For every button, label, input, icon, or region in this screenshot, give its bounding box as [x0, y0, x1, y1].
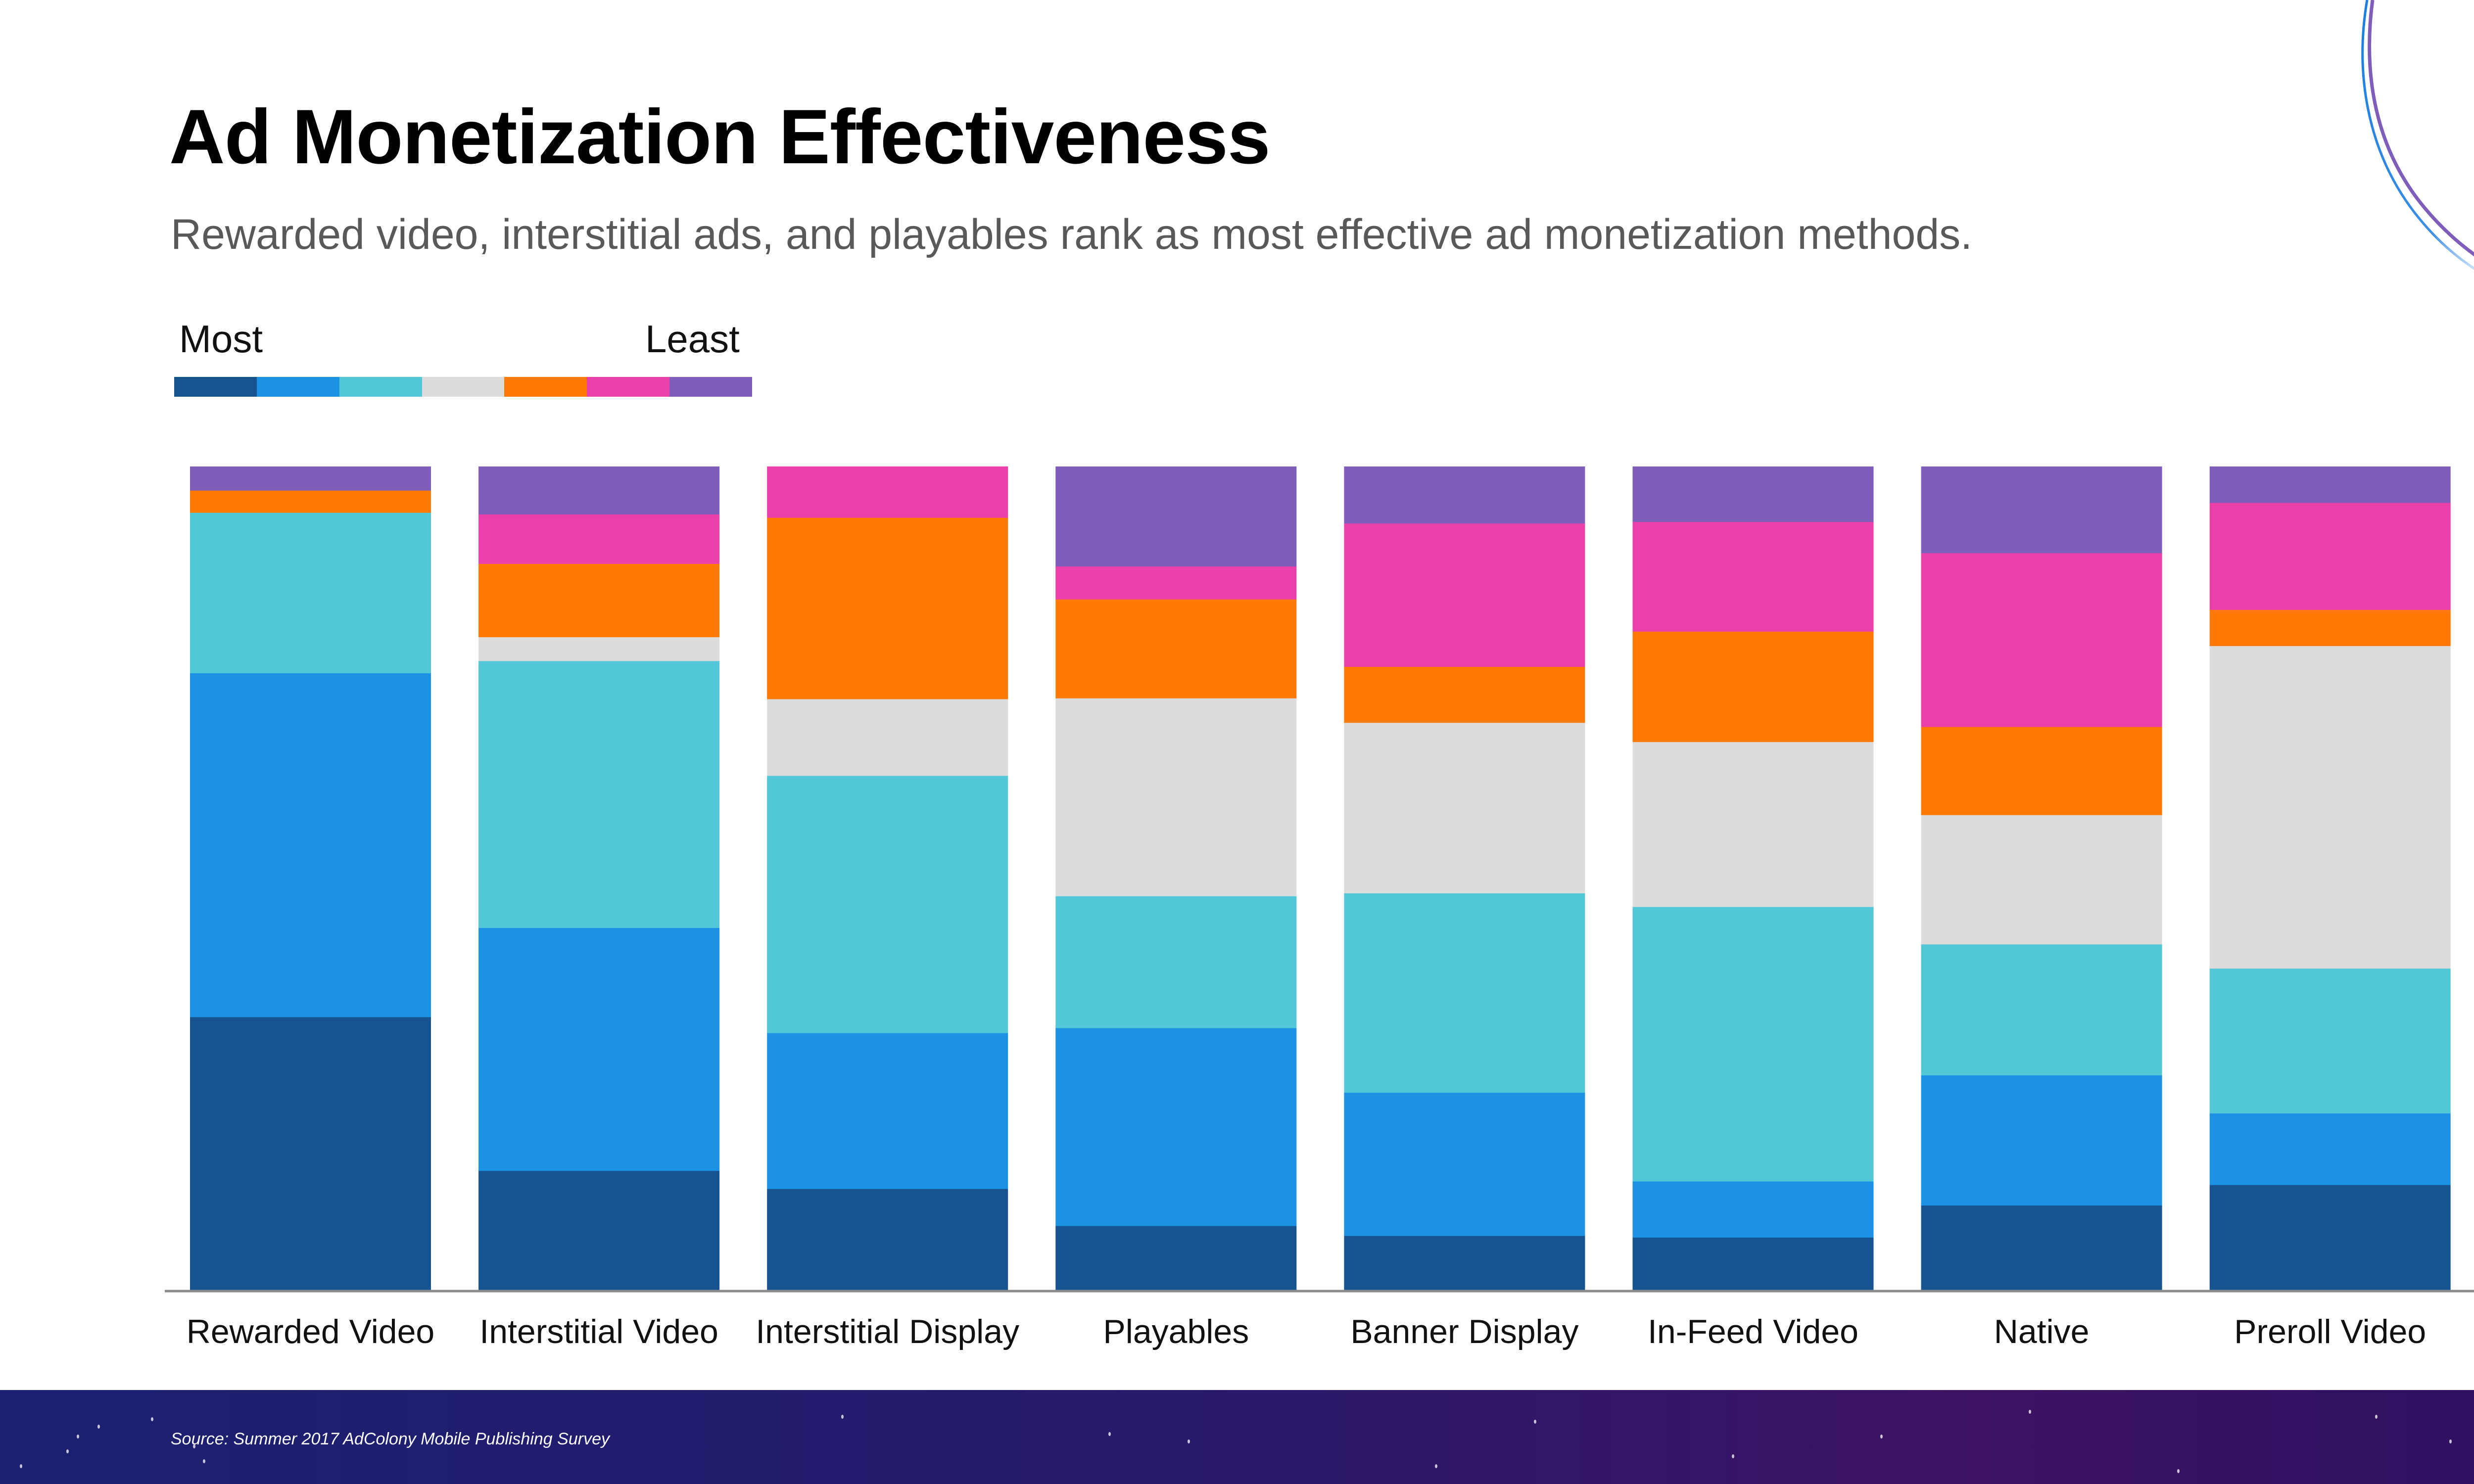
bar-segment-native-rank-1	[1921, 1205, 2162, 1291]
bar-segment-playables-rank-1	[1055, 1226, 1297, 1291]
bar-segment-playables-rank-2	[1055, 1028, 1297, 1226]
bar-segment-playables-rank-6	[1055, 566, 1297, 600]
bar-segment-preroll-video-rank-2	[2209, 1113, 2451, 1185]
bar-segment-preroll-video-rank-6	[2209, 503, 2451, 610]
bar-segment-banner-display-rank-2	[1344, 1092, 1585, 1236]
bar-segment-native-rank-4	[1921, 815, 2162, 945]
slide-title: Ad Monetization Effectiveness	[169, 94, 1271, 180]
star-dot	[2375, 1415, 2378, 1419]
x-tick-label: Interstitial Display	[756, 1313, 1019, 1350]
source-citation: Source: Summer 2017 AdColony Mobile Publ…	[171, 1430, 610, 1448]
bar-segment-interstitial-display-rank-2	[767, 1033, 1008, 1189]
legend-swatch-rank-2	[256, 377, 339, 397]
x-axis-labels: Rewarded Video Interstitial Video Intersti…	[187, 1313, 2426, 1350]
bar-segment-rewarded-video-rank-3	[190, 512, 431, 673]
bar-segment-preroll-video-rank-3	[2209, 968, 2451, 1113]
x-tick-label: Preroll Video	[2234, 1313, 2426, 1350]
star-dot	[151, 1417, 153, 1421]
legend-most-label: Most	[179, 317, 263, 361]
star-dot	[20, 1464, 22, 1468]
legend-least-label: Least	[645, 317, 740, 361]
bar-segment-rewarded-video-rank-5	[190, 490, 431, 513]
x-tick-label: Rewarded Video	[187, 1313, 435, 1350]
legend-color-scale	[174, 377, 753, 397]
star-dot	[2449, 1439, 2452, 1443]
bar-segment-rewarded-video-rank-2	[190, 673, 431, 1018]
x-tick-label: Interstitial Video	[479, 1313, 718, 1350]
legend-swatch-rank-7	[669, 377, 753, 397]
legend-swatch-rank-3	[339, 377, 422, 397]
bar-segment-preroll-video-rank-4	[2209, 646, 2451, 969]
legend-swatch-rank-6	[587, 377, 670, 397]
star-dot	[841, 1415, 844, 1419]
logo-badge	[2326, 0, 2474, 322]
ring-blue-arc	[2361, 0, 2474, 270]
star-dot	[1188, 1439, 1190, 1443]
bar-segment-preroll-video-rank-7	[2209, 466, 2451, 503]
x-tick-label: In-Feed Video	[1648, 1313, 1858, 1350]
bar-segment-banner-display-rank-7	[1344, 466, 1585, 524]
bar-segment-interstitial-video-rank-3	[478, 660, 720, 928]
slide-footer: Source: Summer 2017 AdColony Mobile Publ…	[0, 1390, 2474, 1484]
bar-segment-banner-display-rank-5	[1344, 666, 1585, 723]
bar-segment-playables-rank-5	[1055, 599, 1297, 698]
bar-group	[190, 466, 2451, 1291]
bar-segment-in-feed-video-rank-6	[1632, 521, 1874, 632]
bar-segment-preroll-video-rank-1	[2209, 1185, 2451, 1291]
bar-segment-banner-display-rank-3	[1344, 893, 1585, 1093]
bar-segment-playables-rank-7	[1055, 466, 1297, 567]
star-dot	[77, 1435, 79, 1438]
star-dot	[193, 1444, 195, 1448]
bar-segment-banner-display-rank-6	[1344, 523, 1585, 667]
bar-segment-interstitial-display-rank-1	[767, 1189, 1008, 1291]
bar-segment-in-feed-video-rank-2	[1632, 1181, 1874, 1238]
bar-segment-native-rank-2	[1921, 1075, 2162, 1206]
bar-segment-in-feed-video-rank-3	[1632, 907, 1874, 1182]
bar-segment-preroll-video-rank-5	[2209, 609, 2451, 647]
star-dot	[1108, 1432, 1111, 1436]
bar-segment-interstitial-display-rank-3	[767, 776, 1008, 1033]
bar-segment-in-feed-video-rank-1	[1632, 1237, 1874, 1291]
bar-segment-interstitial-display-rank-6	[767, 466, 1008, 518]
bar-segment-interstitial-display-rank-5	[767, 517, 1008, 699]
bar-segment-playables-rank-3	[1055, 896, 1297, 1028]
star-dot	[203, 1459, 205, 1463]
bar-segment-rewarded-video-rank-1	[190, 1017, 431, 1291]
legend-swatch-rank-4	[422, 377, 505, 397]
star-dot	[2177, 1469, 2180, 1473]
bar-segment-interstitial-video-rank-1	[478, 1170, 720, 1291]
ring-purple-arc	[2368, 0, 2474, 257]
star-dot	[97, 1425, 100, 1429]
bar-segment-native-rank-7	[1921, 466, 2162, 554]
bar-segment-banner-display-rank-1	[1344, 1236, 1585, 1291]
bar-segment-interstitial-video-rank-2	[478, 928, 720, 1171]
bar-segment-playables-rank-4	[1055, 698, 1297, 896]
bar-segment-banner-display-rank-4	[1344, 722, 1585, 893]
bar-segment-interstitial-video-rank-7	[478, 466, 720, 515]
x-tick-label: Playables	[1103, 1313, 1249, 1350]
bar-segment-in-feed-video-rank-4	[1632, 742, 1874, 907]
bar-segment-native-rank-5	[1921, 727, 2162, 815]
star-dot	[2029, 1410, 2031, 1414]
slide-subtitle: Rewarded video, interstitial ads, and pl…	[171, 211, 1973, 258]
legend-swatch-rank-1	[174, 377, 257, 397]
star-dot	[1534, 1420, 1536, 1424]
bar-segment-interstitial-video-rank-6	[478, 514, 720, 564]
bar-segment-interstitial-display-rank-4	[767, 699, 1008, 776]
bar-segment-in-feed-video-rank-5	[1632, 631, 1874, 742]
bar-segment-in-feed-video-rank-7	[1632, 466, 1874, 522]
star-dot	[1435, 1464, 1437, 1468]
x-tick-label: Banner Display	[1350, 1313, 1578, 1350]
star-dot	[66, 1449, 69, 1453]
bar-segment-interstitial-video-rank-4	[478, 637, 720, 661]
bar-segment-rewarded-video-rank-7	[190, 466, 431, 491]
bar-segment-native-rank-6	[1921, 553, 2162, 727]
bar-segment-native-rank-3	[1921, 944, 2162, 1075]
x-tick-label: Native	[1994, 1313, 2090, 1350]
star-dot	[1732, 1454, 1734, 1458]
bar-segment-interstitial-video-rank-5	[478, 563, 720, 638]
legend-swatch-rank-5	[504, 377, 587, 397]
star-dot	[1880, 1435, 1883, 1438]
